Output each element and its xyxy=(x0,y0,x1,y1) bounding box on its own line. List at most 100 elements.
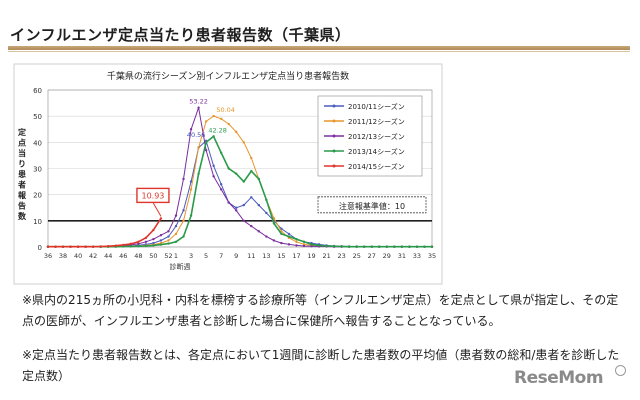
callout-pointer xyxy=(152,202,162,217)
data-point xyxy=(99,245,102,248)
x-tick-label: 1 xyxy=(174,252,178,260)
data-point xyxy=(122,243,125,247)
data-point xyxy=(280,241,283,245)
data-point xyxy=(129,245,133,248)
data-point xyxy=(325,244,328,248)
data-point xyxy=(310,243,313,246)
data-point xyxy=(174,224,178,228)
logo-mark-icon xyxy=(615,365,626,376)
data-point xyxy=(137,240,140,243)
x-tick-label: 31 xyxy=(398,252,406,260)
data-point xyxy=(197,146,200,149)
x-tick-label: 13 xyxy=(262,252,270,260)
legend-label: 2013/14シーズン xyxy=(348,147,405,156)
data-point xyxy=(250,169,253,173)
y-axis-label-char: 点 xyxy=(18,138,26,148)
data-point xyxy=(152,228,155,232)
data-point xyxy=(182,235,185,238)
data-point xyxy=(212,164,215,168)
data-point xyxy=(302,240,306,243)
data-point xyxy=(129,242,133,246)
data-point xyxy=(415,245,419,248)
x-tick-label: 35 xyxy=(428,252,436,260)
data-point xyxy=(204,141,208,144)
y-axis-label-char: 定 xyxy=(17,127,26,137)
data-point xyxy=(227,167,230,170)
data-point xyxy=(280,232,283,236)
data-point xyxy=(235,172,238,175)
data-point xyxy=(378,245,381,248)
data-point xyxy=(174,214,178,217)
alert-label-box xyxy=(317,196,427,214)
resemom-logo: ReseMom xyxy=(514,368,604,388)
data-point xyxy=(54,245,57,248)
data-point xyxy=(219,188,223,191)
data-point xyxy=(76,245,80,248)
data-point xyxy=(287,232,291,236)
data-point xyxy=(84,245,87,248)
legend-label: 2012/13シーズン xyxy=(348,132,405,141)
y-tick-label: 50 xyxy=(33,113,42,121)
x-axis-label: 診断週 xyxy=(170,262,191,271)
data-point xyxy=(287,243,291,246)
data-point xyxy=(250,196,253,199)
data-point xyxy=(408,245,411,248)
y-tick-label: 30 xyxy=(33,166,42,174)
legend-marker xyxy=(332,149,336,153)
data-point xyxy=(302,244,306,248)
data-point xyxy=(272,222,276,225)
data-point xyxy=(152,237,155,241)
data-point xyxy=(370,245,373,248)
y-tick-label: 40 xyxy=(33,139,42,147)
data-point xyxy=(182,177,185,181)
page-title: インフルエンザ定点当たり患者報告数（千葉県） xyxy=(10,26,351,44)
x-tick-label: 17 xyxy=(292,252,300,260)
data-point xyxy=(423,245,426,248)
data-point xyxy=(272,217,276,220)
y-axis-label-char: り xyxy=(18,160,26,169)
data-point xyxy=(235,209,238,212)
alert-label: 注意報基準値：10 xyxy=(339,201,405,211)
data-point xyxy=(189,188,193,191)
data-point xyxy=(242,141,245,144)
x-tick-label: 7 xyxy=(219,252,223,260)
data-point xyxy=(197,106,200,109)
data-point xyxy=(340,245,343,248)
data-point xyxy=(137,242,140,246)
x-tick-label: 19 xyxy=(307,252,315,260)
x-tick-label: 52 xyxy=(164,252,172,260)
x-tick-label: 3 xyxy=(189,252,193,260)
x-tick-label: 42 xyxy=(89,252,97,260)
data-point xyxy=(144,236,148,240)
data-point xyxy=(287,235,291,238)
x-tick-label: 5 xyxy=(204,252,208,260)
x-tick-label: 40 xyxy=(74,252,82,260)
data-point xyxy=(265,211,268,215)
peak-annotation: 40.56 xyxy=(187,131,206,139)
data-point xyxy=(219,183,223,186)
data-point xyxy=(144,244,148,248)
x-tick-label: 25 xyxy=(353,252,361,260)
y-axis-label-char: 患 xyxy=(18,169,26,179)
legend-marker xyxy=(332,164,336,168)
x-tick-label: 44 xyxy=(104,252,112,260)
data-point xyxy=(159,243,163,246)
y-axis-label-char: 当 xyxy=(18,148,26,158)
legend-marker xyxy=(332,119,336,123)
data-point xyxy=(159,234,163,237)
data-point xyxy=(317,244,321,247)
x-tick-label: 50 xyxy=(149,252,157,260)
data-point xyxy=(310,245,313,248)
data-point xyxy=(295,240,298,243)
data-point xyxy=(363,245,366,248)
data-point xyxy=(332,245,336,248)
data-point xyxy=(189,128,193,131)
data-point xyxy=(167,230,170,233)
y-axis-label-char: 数 xyxy=(18,211,27,221)
y-axis-label-char: 報 xyxy=(18,190,27,200)
x-tick-label: 29 xyxy=(383,252,391,260)
data-point xyxy=(242,203,245,207)
data-point xyxy=(295,244,298,247)
heading-underline-thin xyxy=(8,51,630,52)
